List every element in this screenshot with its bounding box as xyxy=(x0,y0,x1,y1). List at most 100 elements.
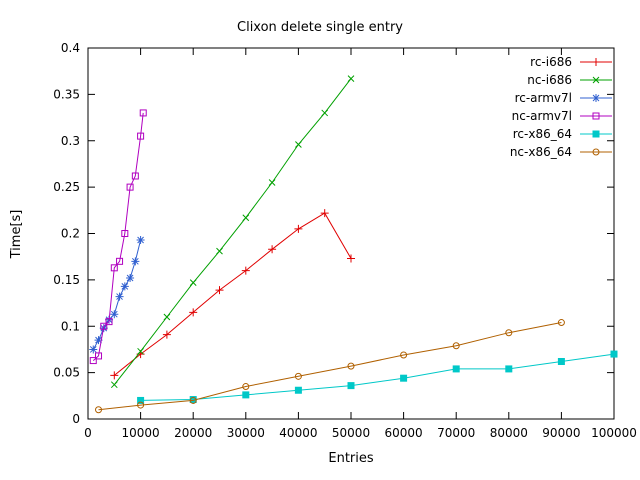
series-line-nc-i686 xyxy=(113,78,352,386)
series-line-rc-x86_64 xyxy=(140,353,615,401)
marker-nc-i686 xyxy=(216,247,223,255)
x-tick-label: 10000 xyxy=(122,426,160,440)
marker-nc-i686 xyxy=(268,179,276,186)
x-tick-label: 0 xyxy=(84,426,92,440)
marker-rc-i686 xyxy=(241,266,250,275)
marker-nc-i686 xyxy=(110,381,118,389)
marker-nc-x86_64 xyxy=(95,406,103,414)
marker-rc-armv7l xyxy=(110,310,119,319)
marker-nc-armv7l xyxy=(89,357,97,365)
marker-nc-i686 xyxy=(242,214,250,222)
y-tick-label: 0.3 xyxy=(61,134,80,148)
legend-label-nc-armv7l: nc-armv7l xyxy=(512,109,572,123)
marker-nc-x86_64 xyxy=(294,372,302,380)
x-tick-label: 80000 xyxy=(490,426,528,440)
marker-rc-x86_64 xyxy=(610,350,618,358)
legend-label-rc-i686: rc-i686 xyxy=(530,55,572,69)
marker-nc-armv7l xyxy=(116,257,124,265)
series-line-rc-i686 xyxy=(113,212,352,376)
chart-title: Clixon delete single entry xyxy=(237,20,403,35)
x-tick-label: 30000 xyxy=(227,426,265,440)
y-tick-label: 0.05 xyxy=(53,366,80,380)
marker-rc-i686 xyxy=(162,330,171,339)
marker-rc-armv7l xyxy=(115,292,124,301)
legend-marker-nc-x86_64 xyxy=(592,148,600,156)
marker-rc-i686 xyxy=(110,371,119,380)
legend-marker-rc-i686 xyxy=(592,58,600,66)
marker-rc-i686 xyxy=(347,254,355,263)
marker-rc-armv7l xyxy=(120,282,129,291)
x-tick-label: 60000 xyxy=(385,426,423,440)
marker-nc-armv7l xyxy=(110,264,118,272)
x-tick-label: 100000 xyxy=(591,426,637,440)
marker-nc-armv7l xyxy=(100,322,108,330)
marker-nc-i686 xyxy=(189,279,197,287)
legend-marker-rc-armv7l xyxy=(592,94,600,102)
marker-nc-x86_64 xyxy=(189,396,197,404)
marker-rc-x86_64 xyxy=(347,382,355,390)
legend-label-rc-armv7l: rc-armv7l xyxy=(515,91,572,105)
legend-label-nc-i686: nc-i686 xyxy=(527,73,572,87)
x-tick-label: 40000 xyxy=(279,426,317,440)
marker-rc-i686 xyxy=(189,308,198,317)
y-tick-label: 0.35 xyxy=(53,87,80,101)
marker-nc-armv7l xyxy=(139,109,147,117)
marker-nc-armv7l xyxy=(121,230,129,237)
series-line-nc-armv7l xyxy=(92,112,144,361)
series-line-nc-x86_64 xyxy=(98,322,562,411)
marker-rc-x86_64 xyxy=(137,396,145,404)
y-tick-label: 0.25 xyxy=(53,180,80,194)
legend-marker-nc-armv7l xyxy=(592,112,600,120)
marker-nc-i686 xyxy=(137,347,144,355)
marker-rc-x86_64 xyxy=(452,365,460,373)
marker-nc-x86_64 xyxy=(347,362,355,370)
marker-rc-i686 xyxy=(215,286,224,295)
marker-nc-armv7l xyxy=(131,172,139,180)
legend-marker-nc-i686 xyxy=(592,76,600,84)
marker-rc-x86_64 xyxy=(400,374,408,382)
marker-nc-i686 xyxy=(347,75,355,82)
marker-nc-armv7l xyxy=(126,183,134,191)
marker-rc-x86_64 xyxy=(242,391,250,399)
marker-nc-i686 xyxy=(163,313,171,321)
y-tick-label: 0.4 xyxy=(61,41,80,55)
marker-nc-x86_64 xyxy=(137,401,145,409)
marker-nc-i686 xyxy=(295,141,302,148)
marker-rc-i686 xyxy=(268,245,277,254)
marker-nc-x86_64 xyxy=(557,319,565,327)
legend-label-rc-x86_64: rc-x86_64 xyxy=(513,127,572,141)
marker-rc-armv7l xyxy=(89,345,98,354)
series-line-rc-armv7l xyxy=(92,239,142,350)
marker-rc-i686 xyxy=(294,224,303,233)
marker-nc-i686 xyxy=(321,109,329,117)
marker-rc-i686 xyxy=(320,209,329,218)
marker-nc-x86_64 xyxy=(242,383,250,391)
marker-nc-armv7l xyxy=(95,352,103,360)
marker-nc-armv7l xyxy=(105,318,113,326)
marker-rc-x86_64 xyxy=(505,365,513,373)
y-tick-label: 0.2 xyxy=(61,227,80,241)
marker-rc-armv7l xyxy=(136,235,145,244)
marker-rc-x86_64 xyxy=(294,386,302,394)
marker-rc-armv7l xyxy=(126,274,135,283)
y-tick-label: 0 xyxy=(72,412,80,426)
y-tick-label: 0.15 xyxy=(53,273,80,287)
marker-nc-x86_64 xyxy=(452,342,460,350)
x-tick-label: 20000 xyxy=(174,426,212,440)
x-axis-label: Entries xyxy=(328,451,374,466)
marker-nc-x86_64 xyxy=(505,329,513,337)
x-tick-label: 90000 xyxy=(542,426,580,440)
y-tick-label: 0.1 xyxy=(61,319,80,333)
marker-rc-armv7l xyxy=(94,336,103,345)
marker-nc-x86_64 xyxy=(400,351,408,359)
legend-marker-rc-x86_64 xyxy=(592,130,600,138)
marker-nc-armv7l xyxy=(137,132,145,140)
marker-rc-x86_64 xyxy=(557,357,565,365)
x-tick-label: 70000 xyxy=(437,426,475,440)
marker-rc-armv7l xyxy=(131,257,140,266)
y-axis-label: Time[s] xyxy=(9,209,24,259)
legend-label-nc-x86_64: nc-x86_64 xyxy=(510,145,572,159)
x-tick-label: 50000 xyxy=(332,426,370,440)
